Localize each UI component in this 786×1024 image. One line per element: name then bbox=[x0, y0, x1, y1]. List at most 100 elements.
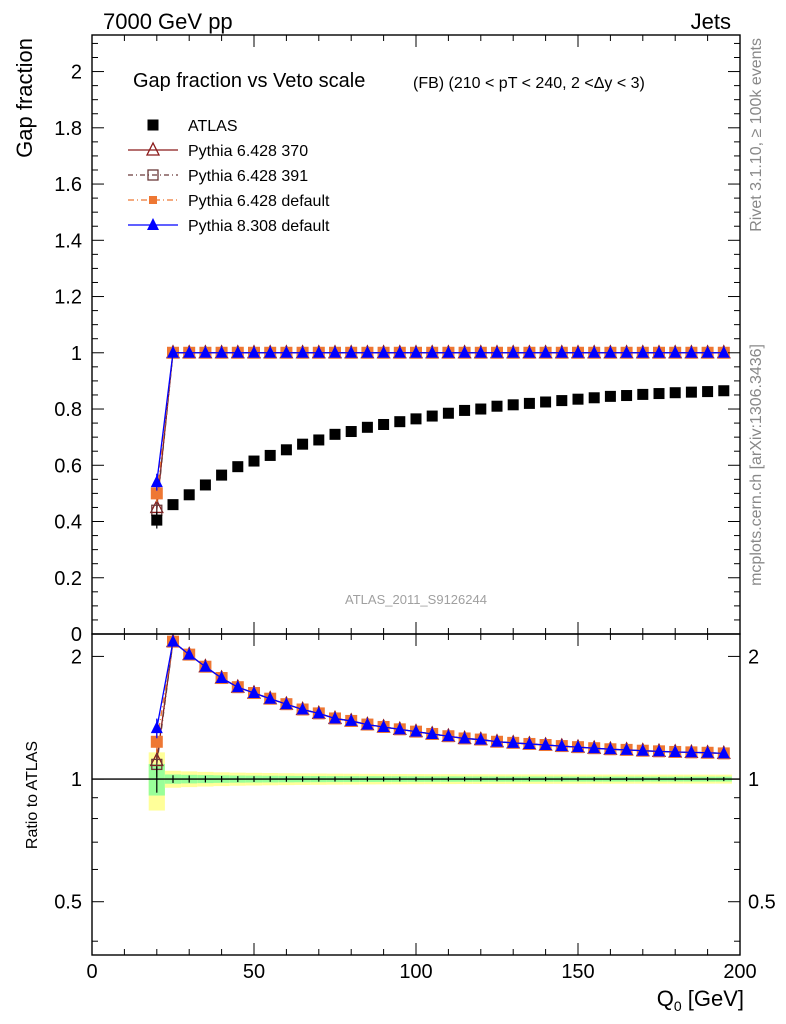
data-point bbox=[345, 426, 357, 438]
legend-marker bbox=[147, 218, 159, 230]
data-point bbox=[653, 388, 665, 400]
series-ratio-point bbox=[507, 735, 520, 748]
series-point bbox=[523, 345, 536, 358]
data-point bbox=[556, 395, 568, 407]
series-ratio-point bbox=[312, 706, 325, 719]
data-point bbox=[702, 386, 714, 398]
x-axis-label-main: Q bbox=[657, 986, 674, 1011]
data-point bbox=[151, 514, 163, 526]
series-point bbox=[215, 345, 228, 358]
series-ratio-point bbox=[248, 686, 260, 699]
y-tick-label: 0.6 bbox=[54, 455, 82, 477]
legend-marker bbox=[147, 119, 159, 131]
series-ratio-point bbox=[653, 744, 665, 757]
legend-marker bbox=[145, 141, 161, 156]
x-tick-label: 100 bbox=[399, 961, 432, 983]
series-point bbox=[426, 345, 439, 358]
series-ratio-point bbox=[345, 713, 358, 726]
series-ratio-point bbox=[393, 722, 406, 735]
series-point bbox=[377, 345, 390, 358]
data-point bbox=[199, 479, 211, 491]
series-point bbox=[653, 345, 665, 358]
series-point bbox=[572, 345, 584, 358]
series-ratio-point bbox=[555, 739, 568, 752]
series-point bbox=[280, 345, 293, 358]
series-ratio-point bbox=[150, 735, 163, 748]
series-point bbox=[539, 345, 552, 358]
series-point bbox=[442, 345, 455, 358]
ratio-y-tick-label-right: 2 bbox=[748, 646, 759, 668]
chart-title: Gap fraction vs Veto scale bbox=[133, 70, 365, 92]
data-point bbox=[669, 387, 681, 399]
series-point bbox=[491, 345, 503, 358]
series-point bbox=[507, 345, 520, 358]
series-ratio-line bbox=[156, 640, 724, 761]
series-point bbox=[410, 345, 422, 358]
ratio-y-tick-label: 2 bbox=[71, 646, 82, 668]
x-tick-label: 0 bbox=[86, 961, 97, 983]
series-ratio-point bbox=[523, 736, 536, 749]
series-ratio-point bbox=[215, 671, 228, 684]
series-point bbox=[329, 345, 341, 358]
data-point bbox=[313, 434, 325, 446]
data-point bbox=[232, 461, 244, 473]
series-ratio-point bbox=[361, 717, 374, 730]
uncertainty-band-layer bbox=[148, 752, 732, 811]
series-ratio-point bbox=[296, 702, 309, 715]
series-point bbox=[588, 345, 601, 358]
series-ratio-point bbox=[572, 740, 584, 753]
axes-layer: 0 50 100 150 200 0 0.2 0.4 0.6 0.8 1 1.2 1.4 1.6 1.8 2 0… bbox=[54, 34, 776, 983]
series-ratio-point bbox=[410, 724, 422, 737]
series-ratio-point bbox=[442, 729, 455, 742]
series-ratio-point bbox=[701, 745, 714, 758]
y-tick-label: 1.4 bbox=[54, 230, 82, 252]
series-ratio-point bbox=[458, 731, 471, 744]
series-line bbox=[156, 352, 724, 508]
series-point bbox=[458, 345, 471, 358]
data-point bbox=[637, 388, 649, 400]
analysis-label: ATLAS_2011_S9126244 bbox=[345, 592, 487, 607]
data-point bbox=[216, 469, 228, 481]
series-point bbox=[717, 345, 730, 358]
data-point bbox=[572, 393, 584, 405]
data-point bbox=[475, 403, 487, 415]
series-point bbox=[231, 345, 244, 358]
ratio-y-axis-label: Ratio to ATLAS bbox=[24, 741, 41, 849]
ratio-y-tick-label-right: 0.5 bbox=[748, 892, 776, 914]
series-ratio-point bbox=[280, 697, 293, 710]
ratio-y-tick-label-right: 1 bbox=[748, 769, 759, 791]
series-ratio-point bbox=[150, 721, 163, 734]
series-ratio-point bbox=[377, 719, 390, 732]
series-point bbox=[361, 345, 374, 358]
data-point bbox=[718, 385, 730, 397]
legend-label: ATLAS bbox=[188, 118, 238, 135]
y-axis-label: Gap fraction bbox=[12, 38, 37, 158]
series-point bbox=[685, 345, 698, 358]
series-point bbox=[636, 345, 649, 358]
legend-marker bbox=[149, 196, 157, 204]
series-point bbox=[150, 487, 163, 500]
mcplots-label: mcplots.cern.ch [arXiv:1306.3436] bbox=[748, 344, 765, 586]
y-tick-label: 1.2 bbox=[54, 287, 82, 309]
legend: ATLAS Pythia 6.428 370 Pythia 6.428 391 Pyt… bbox=[128, 118, 330, 235]
x-tick-label: 200 bbox=[723, 961, 756, 983]
series-ratio-point bbox=[604, 742, 617, 755]
data-point bbox=[167, 499, 179, 511]
data-point bbox=[588, 392, 600, 404]
y-tick-label: 1.8 bbox=[54, 118, 82, 140]
series-point bbox=[393, 345, 406, 358]
series-ratio-point bbox=[474, 732, 487, 745]
series-point bbox=[167, 345, 179, 358]
y-tick-label: 0.4 bbox=[54, 512, 82, 534]
x-tick-label: 150 bbox=[561, 961, 594, 983]
series-ratio-point bbox=[636, 743, 649, 756]
series-point bbox=[183, 345, 196, 358]
series-ratio-line bbox=[156, 640, 724, 755]
series-ratio-point bbox=[329, 711, 341, 724]
y-tick-label: 2 bbox=[71, 62, 82, 84]
series-ratio-point bbox=[183, 647, 196, 660]
y-tick-label: 1.6 bbox=[54, 174, 82, 196]
header-right: Jets bbox=[691, 9, 731, 34]
data-point bbox=[540, 396, 552, 408]
series-ratio-point bbox=[426, 726, 439, 739]
